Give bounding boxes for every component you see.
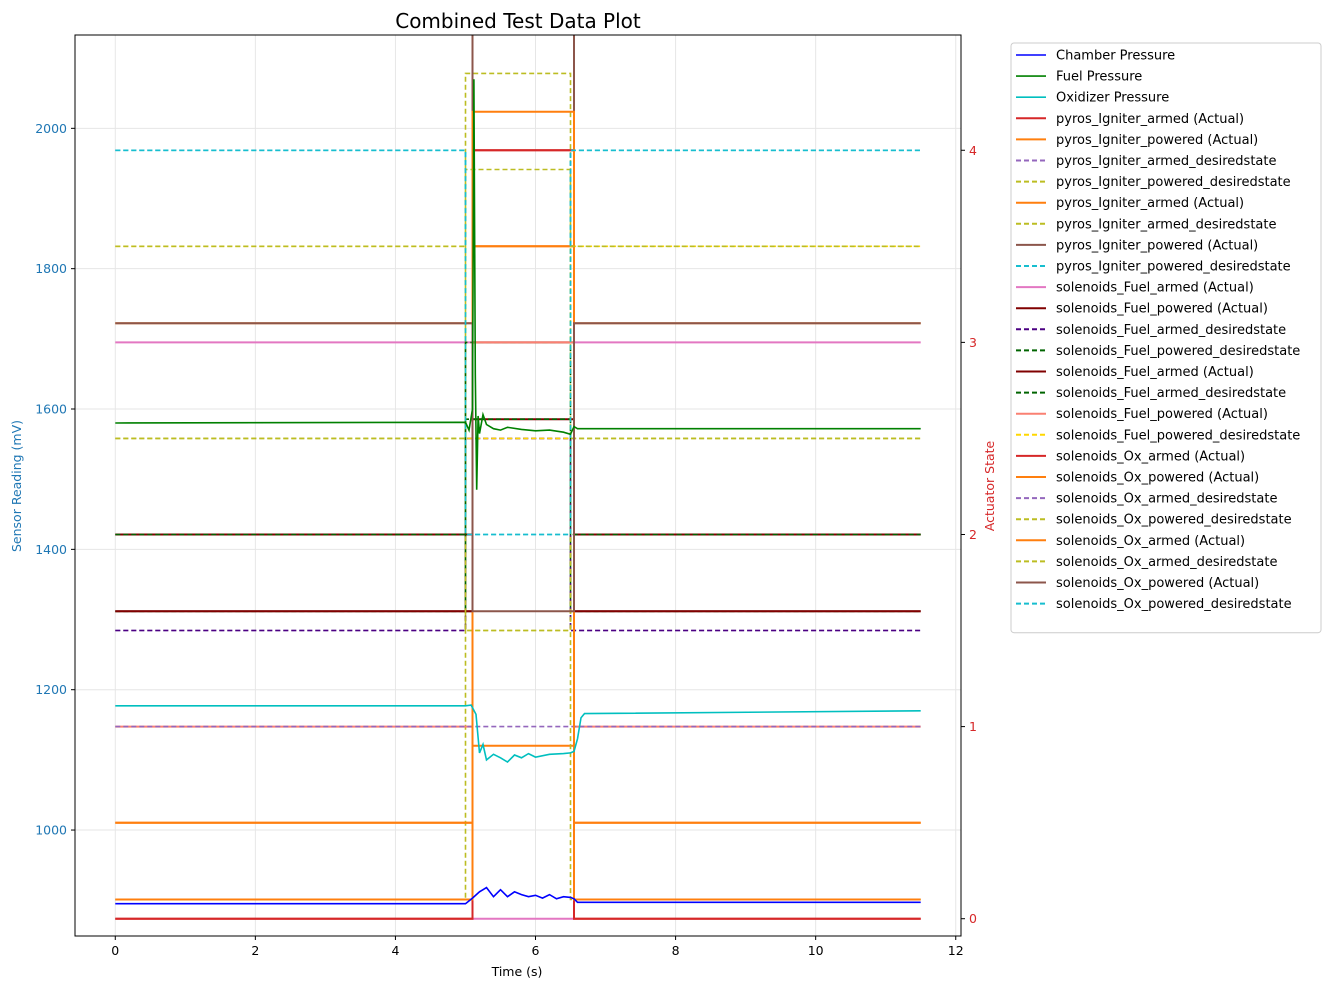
actuator-series-line [115,437,921,632]
legend-label: pyros_Igniter_powered (Actual) [1056,238,1258,253]
actuator-lines [115,35,921,920]
legend-label: solenoids_Fuel_powered (Actual) [1056,302,1268,317]
legend-label: solenoids_Ox_powered (Actual) [1056,576,1259,591]
left-tick-label: 1600 [35,402,67,417]
chart-title: Combined Test Data Plot [395,9,641,33]
left-tick-label: 1000 [35,823,67,838]
legend: Chamber Pressure Fuel Pressure Oxidizer Pr… [1010,42,1322,634]
actuator-series-line [115,149,921,536]
right-axis-ticks: 0 1 2 3 4 [961,143,977,926]
actuator-series-line [115,35,921,613]
legend-label: pyros_Igniter_powered_desiredstate [1056,260,1291,275]
actuator-series-line [115,168,921,248]
right-tick-label: 0 [969,911,977,926]
actuator-series-line [115,341,921,920]
actuator-series-line [115,245,921,824]
x-tick-label: 10 [808,943,824,958]
legend-label: pyros_Igniter_armed_desiredstate [1056,217,1276,232]
x-axis-label: Time (s) [491,964,543,979]
x-axis-ticks: 0 2 4 6 8 10 12 [111,936,964,958]
actuator-series-line [115,418,921,613]
left-axis-ticks: 1000 1200 1400 1600 1800 2000 [35,121,75,838]
legend-label: solenoids_Fuel_armed_desiredstate [1056,323,1286,338]
x-tick-label: 2 [251,943,259,958]
sensor-lines [115,79,921,905]
legend-label: pyros_Igniter_armed (Actual) [1056,112,1244,127]
right-axis-label: Actuator State [982,440,997,531]
legend-label: solenoids_Fuel_armed (Actual) [1056,365,1254,380]
legend-label: pyros_Igniter_powered_desiredstate [1056,175,1291,190]
actuator-series-line [115,418,921,536]
legend-label: solenoids_Ox_powered (Actual) [1056,471,1259,486]
right-tick-label: 1 [969,719,977,734]
sensor-series-line [115,704,921,764]
left-tick-label: 1200 [35,682,67,697]
left-tick-label: 1800 [35,261,67,276]
x-tick-label: 4 [391,943,399,958]
legend-label: Oxidizer Pressure [1056,91,1169,106]
plot-frame [74,34,962,937]
sensor-series-line [115,79,921,490]
x-tick-label: 6 [532,943,540,958]
legend-label: pyros_Igniter_armed (Actual) [1056,196,1244,211]
actuator-series-line [115,72,921,901]
actuator-series-line [115,322,921,613]
legend-label: solenoids_Fuel_armed (Actual) [1056,281,1254,296]
x-tick-label: 8 [672,943,680,958]
legend-label: solenoids_Ox_powered_desiredstate [1056,513,1292,528]
right-tick-label: 4 [969,143,977,158]
grid [75,35,961,936]
legend-label: solenoids_Ox_powered_desiredstate [1056,597,1292,612]
right-tick-label: 2 [969,527,977,542]
actuator-series-line [115,110,921,901]
x-tick-label: 0 [111,943,119,958]
right-tick-label: 3 [969,335,977,350]
legend-label: solenoids_Fuel_powered (Actual) [1056,407,1268,422]
actuator-series-line [115,341,921,613]
left-tick-label: 1400 [35,542,67,557]
legend-box [1010,42,1322,634]
legend-label: solenoids_Ox_armed_desiredstate [1056,492,1277,507]
legend-label: solenoids_Fuel_armed_desiredstate [1056,386,1286,401]
legend-label: pyros_Igniter_powered (Actual) [1056,133,1258,148]
legend-label: Chamber Pressure [1056,49,1175,64]
legend-label: solenoids_Fuel_powered_desiredstate [1056,344,1300,359]
legend-label: pyros_Igniter_armed_desiredstate [1056,154,1276,169]
legend-label: solenoids_Ox_armed (Actual) [1056,534,1245,549]
actuator-series-line [115,149,921,920]
sensor-series-line [115,886,921,905]
legend-label: solenoids_Ox_armed_desiredstate [1056,555,1277,570]
legend-label: solenoids_Ox_armed (Actual) [1056,449,1245,464]
legend-label: Fuel Pressure [1056,70,1142,85]
left-tick-label: 2000 [35,121,67,136]
left-axis-label: Sensor Reading (mV) [9,420,24,552]
x-tick-label: 12 [948,943,964,958]
legend-label: solenoids_Fuel_powered_desiredstate [1056,428,1300,443]
